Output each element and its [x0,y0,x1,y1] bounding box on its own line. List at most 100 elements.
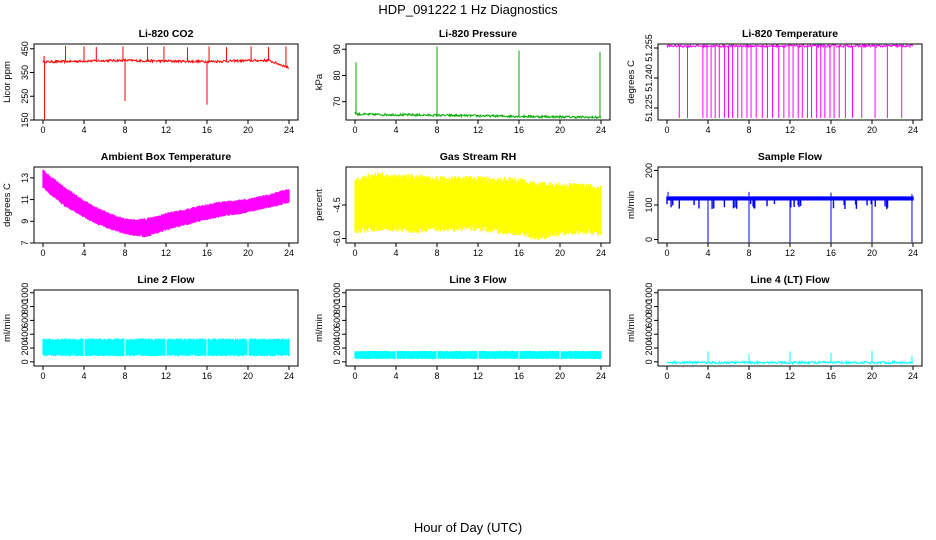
figure-title: HDP_091222 1 Hz Diagnostics [378,2,558,17]
chart-panel-3: Li-820 Temperature 0 4 8 12 16 20 24 51.225 51.24… [626,28,923,135]
y-tick-label: -6.0 [332,231,342,247]
x-tick-label: 4 [705,248,710,258]
x-tick-label: 4 [393,248,398,258]
x-tick-label: 24 [284,125,294,135]
x-tick-label: 12 [785,125,795,135]
x-tick-label: 16 [202,125,212,135]
x-tick-label: 20 [243,248,253,258]
y-tick-label: 200 [644,341,654,356]
x-tick-label: 12 [161,248,171,258]
chart-panel-1: Li-820 CO2 0 4 8 12 16 20 24 150 250 350 450 Licor p… [2,28,299,135]
y-tick-label: 0 [644,359,654,364]
y-axis-label: percent [314,189,325,221]
x-tick-label: 16 [202,248,212,258]
y-tick-label: 800 [332,299,342,314]
y-tick-label: 0 [332,359,342,364]
y-tick-label: 800 [20,299,30,314]
x-tick-label: 12 [473,125,483,135]
y-tick-label: 7 [20,240,30,245]
y-axis-label: ml/min [2,314,13,342]
x-tick-label: 16 [202,371,212,381]
x-tick-label: 12 [473,248,483,258]
y-tick-label: 350 [20,65,30,80]
chart-title: Li-820 Temperature [742,28,838,40]
y-tick-label: 51.240 [644,64,654,92]
y-tick-label: 400 [644,327,654,342]
y-tick-label: 450 [20,41,30,56]
y-tick-label: 70 [332,97,342,107]
chart-panel-4: Ambient Box Temperature 0 4 8 12 16 20 24 7 9 11 13… [2,151,299,258]
y-axis-label: kPa [314,73,325,90]
y-tick-label: 600 [20,313,30,328]
y-axis-label: degrees C [2,183,13,227]
y-tick-label: 9 [20,219,30,224]
chart-panel-9: Line 4 (LT) Flow 0 4 8 12 16 20 24 0 200400600800… [626,274,923,381]
y-tick-label: 0 [20,359,30,364]
chart-data-9 [666,350,914,366]
data-band [354,171,602,241]
x-tick-label: 8 [434,248,439,258]
y-tick-label: 1000 [332,283,342,303]
x-tick-label: 4 [81,125,86,135]
x-tick-label: 24 [908,125,918,135]
y-tick-label: 90 [332,44,342,54]
chart-title: Sample Flow [758,151,823,163]
x-tick-label: 12 [161,125,171,135]
x-tick-label: 0 [352,248,357,258]
x-tick-label: 12 [785,371,795,381]
y-tick-label: 200 [332,341,342,356]
x-tick-label: 0 [40,248,45,258]
x-tick-label: 24 [908,248,918,258]
x-tick-label: 20 [243,125,253,135]
x-tick-label: 4 [393,125,398,135]
x-tick-label: 16 [826,371,836,381]
x-tick-label: 16 [826,248,836,258]
data-band [666,196,914,210]
y-tick-label: 600 [332,313,342,328]
x-tick-label: 4 [393,371,398,381]
y-axis-label: ml/min [314,314,325,342]
x-tick-label: 12 [161,371,171,381]
chart-title: Li-820 CO2 [139,28,194,40]
x-tick-label: 20 [555,125,565,135]
x-tick-label: 8 [434,371,439,381]
x-tick-label: 16 [514,125,524,135]
chart-data-2 [354,46,602,120]
y-axis-label: ml/min [626,191,637,219]
chart-title: Line 2 Flow [137,274,195,286]
x-tick-label: 4 [705,125,710,135]
chart-data-7 [42,338,290,357]
y-tick-label: 400 [20,327,30,342]
chart-data-4 [42,169,290,238]
x-tick-label: 8 [746,248,751,258]
x-tick-label: 0 [352,125,357,135]
y-tick-label: 400 [332,327,342,342]
chart-title: Li-820 Pressure [439,28,517,40]
chart-data-8 [354,350,602,360]
x-tick-label: 4 [81,371,86,381]
x-tick-label: 24 [596,125,606,135]
y-tick-label: 200 [20,341,30,356]
chart-title: Line 4 (LT) Flow [750,274,830,286]
y-tick-label: 80 [332,70,342,80]
x-tick-label: 0 [664,248,669,258]
chart-title: Line 3 Flow [449,274,507,286]
y-tick-label: 1000 [20,283,30,303]
y-tick-label: 200 [644,163,654,178]
chart-data-1 [42,45,290,120]
x-tick-label: 4 [81,248,86,258]
x-tick-label: 24 [284,371,294,381]
figure-xlabel: Hour of Day (UTC) [414,520,522,535]
y-tick-label: 11 [20,195,30,204]
y-tick-label: 51.225 [644,94,654,122]
x-tick-label: 12 [785,248,795,258]
x-tick-label: 8 [746,125,751,135]
x-tick-label: 0 [40,371,45,381]
chart-panel-6: Sample Flow 0 4 8 12 16 20 24 0 100 200 ml/min [626,151,923,258]
x-tick-label: 8 [122,248,127,258]
x-tick-label: 24 [284,248,294,258]
x-tick-label: 8 [122,125,127,135]
y-tick-label: 51.255 [644,34,654,62]
x-tick-label: 8 [434,125,439,135]
